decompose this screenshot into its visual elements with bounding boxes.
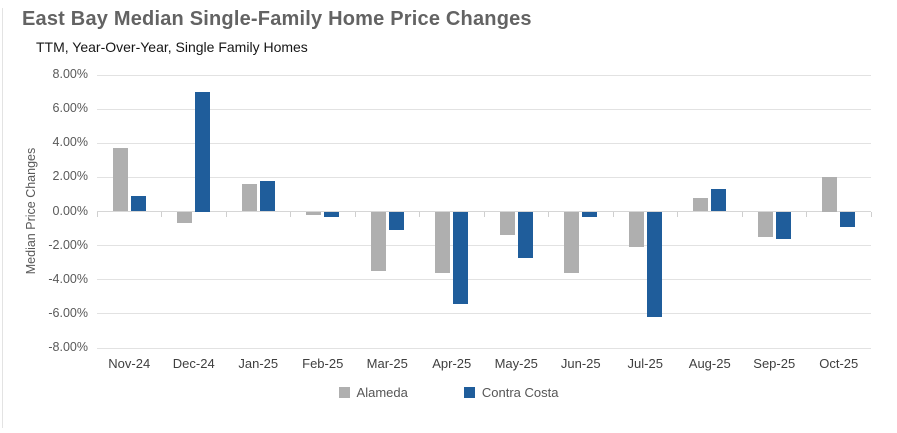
y-tick-label: 2.00% [52, 169, 88, 184]
bar-contra-costa-may-25 [517, 211, 533, 258]
x-tick-label-jul-25: Jul-25 [627, 356, 663, 371]
gridline [97, 313, 871, 315]
x-axis-tick [548, 211, 549, 217]
x-tick-label-jan-25: Jan-25 [238, 356, 279, 371]
y-tick-label: 8.00% [52, 67, 88, 81]
chart-title: East Bay Median Single-Family Home Price… [22, 8, 532, 30]
x-axis-tick [96, 211, 98, 217]
x-tick-label-mar-25: Mar-25 [366, 356, 408, 371]
legend-label-contra-costa: Contra Costa [481, 385, 559, 400]
bar-contra-costa-sep-25 [775, 211, 791, 239]
x-axis-tick [677, 211, 678, 217]
chart-subtitle: TTM, Year-Over-Year, Single Family Homes [36, 39, 308, 55]
legend-label-alameda: Alameda [356, 385, 408, 400]
plot-area: Nov-24 Dec-24 Jan-25 Feb-25 Mar-25 Apr-25 May-… [96, 74, 872, 371]
gridline [97, 74, 871, 76]
y-tick-label: 6.00% [52, 101, 88, 116]
x-tick-label-aug-25: Aug-25 [688, 356, 731, 371]
bar-alameda-may-25 [499, 211, 515, 236]
y-tick-label: 4.00% [52, 135, 88, 150]
x-axis-tick [612, 211, 614, 217]
bar-contra-costa-jul-25 [646, 211, 662, 318]
bar-alameda-aug-25 [693, 197, 709, 212]
left-edge-line [2, 8, 3, 428]
x-axis-tick [483, 211, 485, 217]
x-axis-tick [870, 211, 872, 217]
gridline [97, 279, 871, 281]
bar-contra-costa-apr-25 [453, 211, 469, 304]
bar-alameda-sep-25 [757, 211, 773, 238]
bar-alameda-nov-24 [112, 148, 128, 212]
x-tick-label-sep-25: Sep-25 [753, 356, 796, 371]
legend-item-alameda: Alameda [338, 385, 408, 400]
x-tick-label-nov-24: Nov-24 [108, 356, 151, 371]
bar-contra-costa-dec-24 [195, 92, 211, 212]
x-axis-tick [225, 211, 227, 217]
y-tick-label: 0.00% [52, 203, 88, 218]
bar-contra-costa-oct-25 [840, 211, 856, 227]
legend-swatch-contra-costa [463, 387, 475, 398]
gridline [97, 176, 871, 178]
bar-alameda-jun-25 [564, 211, 580, 273]
legend-swatch-alameda [338, 387, 350, 398]
bar-contra-costa-mar-25 [388, 211, 404, 231]
x-tick-label-jun-25: Jun-25 [560, 356, 601, 371]
bar-contra-costa-jun-25 [582, 211, 598, 217]
x-tick-label-dec-24: Dec-24 [172, 356, 215, 371]
bar-alameda-oct-25 [822, 177, 838, 212]
gridline [97, 108, 871, 110]
y-tick-label: -8.00% [48, 340, 88, 354]
y-tick-label: -2.00% [48, 237, 88, 252]
bar-alameda-dec-24 [177, 211, 193, 224]
x-tick-label-may-25: May-25 [494, 356, 538, 371]
bar-contra-costa-feb-25 [324, 211, 340, 217]
gridline [97, 347, 871, 349]
x-tick-label-apr-25: Apr-25 [432, 356, 472, 371]
x-axis-tick [806, 211, 807, 217]
y-axis: 8.00% 6.00% 4.00% 2.00% 0.00% -2.00% -4.00% -6.… [0, 67, 88, 354]
bar-contra-costa-jan-25 [259, 180, 275, 212]
x-tick-label-oct-25: Oct-25 [819, 356, 859, 371]
bar-contra-costa-aug-25 [711, 189, 727, 212]
x-axis-tick [290, 211, 291, 217]
bar-alameda-mar-25 [370, 211, 386, 272]
legend-item-contra-costa: Contra Costa [463, 385, 559, 400]
bar-contra-costa-nov-24 [130, 196, 146, 212]
bar-alameda-jan-25 [241, 184, 257, 212]
x-axis-tick [161, 211, 162, 217]
y-tick-label: -6.00% [48, 305, 88, 320]
bar-alameda-feb-25 [306, 211, 322, 215]
gridline [97, 245, 871, 247]
x-axis-tick [419, 211, 420, 217]
y-tick-label: -4.00% [48, 271, 88, 286]
x-tick-label-feb-25: Feb-25 [302, 356, 344, 371]
gridline [97, 142, 871, 144]
x-axis-tick [741, 211, 743, 217]
bar-alameda-apr-25 [435, 211, 451, 273]
bar-alameda-jul-25 [628, 211, 644, 248]
legend: Alameda Contra Costa [0, 385, 897, 400]
x-axis-tick [354, 211, 356, 217]
